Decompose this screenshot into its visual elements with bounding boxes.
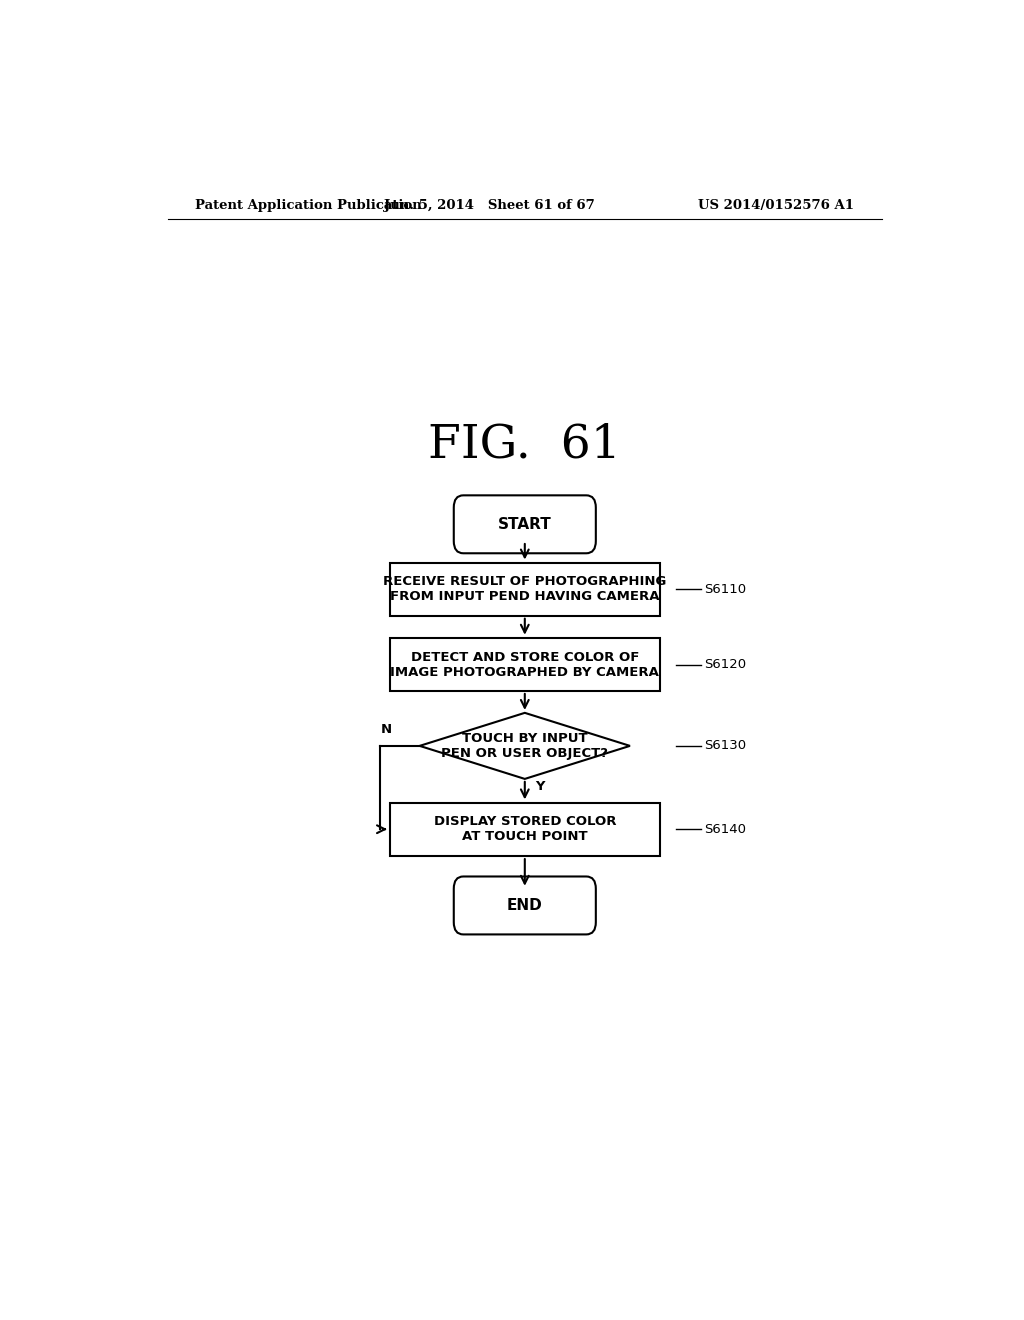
- Text: START: START: [498, 517, 552, 532]
- Text: S6120: S6120: [705, 659, 746, 671]
- Polygon shape: [420, 713, 630, 779]
- Text: N: N: [380, 723, 391, 735]
- FancyBboxPatch shape: [454, 876, 596, 935]
- Text: DETECT AND STORE COLOR OF
IMAGE PHOTOGRAPHED BY CAMERA: DETECT AND STORE COLOR OF IMAGE PHOTOGRA…: [390, 651, 659, 678]
- Text: S6130: S6130: [705, 739, 746, 752]
- Text: END: END: [507, 898, 543, 913]
- Text: TOUCH BY INPUT
PEN OR USER OBJECT?: TOUCH BY INPUT PEN OR USER OBJECT?: [441, 731, 608, 760]
- Text: Y: Y: [536, 780, 545, 793]
- Bar: [390, 562, 659, 616]
- Text: S6110: S6110: [705, 583, 746, 595]
- FancyBboxPatch shape: [454, 495, 596, 553]
- Text: S6140: S6140: [705, 822, 746, 836]
- Text: Patent Application Publication: Patent Application Publication: [196, 198, 422, 211]
- Text: DISPLAY STORED COLOR
AT TOUCH POINT: DISPLAY STORED COLOR AT TOUCH POINT: [433, 816, 616, 843]
- Text: US 2014/0152576 A1: US 2014/0152576 A1: [698, 198, 854, 211]
- Text: FIG.  61: FIG. 61: [428, 422, 622, 467]
- Text: RECEIVE RESULT OF PHOTOGRAPHING
FROM INPUT PEND HAVING CAMERA: RECEIVE RESULT OF PHOTOGRAPHING FROM INP…: [383, 576, 667, 603]
- Bar: [390, 638, 659, 690]
- Bar: [390, 803, 659, 855]
- Text: Jun. 5, 2014   Sheet 61 of 67: Jun. 5, 2014 Sheet 61 of 67: [384, 198, 595, 211]
